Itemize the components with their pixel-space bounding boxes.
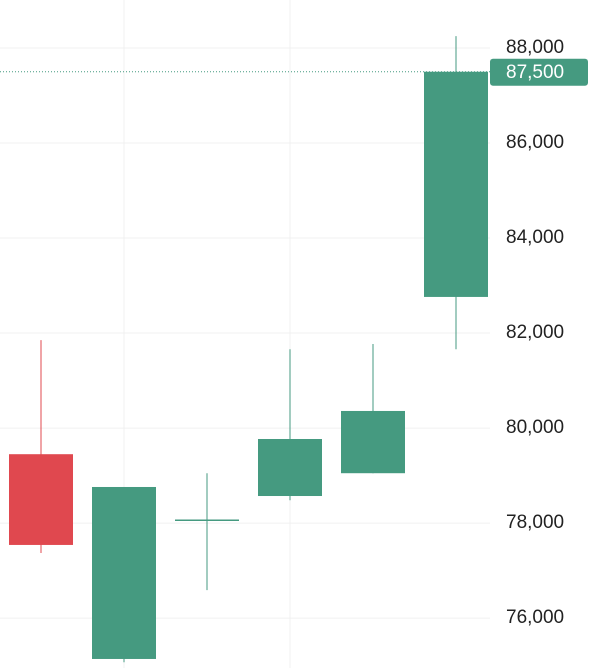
body: [92, 486, 156, 659]
y-tick-label: 88,000: [506, 37, 564, 58]
y-tick-label: 86,000: [506, 132, 564, 153]
y-tick-label: 80,000: [506, 417, 564, 438]
last-price-badge: [490, 58, 588, 86]
y-tick-label: 76,000: [506, 607, 564, 628]
body: [9, 454, 73, 545]
body: [258, 438, 322, 497]
body: [424, 71, 488, 297]
y-tick-label: 82,000: [506, 322, 564, 343]
body: [341, 410, 405, 474]
last-price-label: 87,500: [506, 62, 564, 83]
y-tick-label: 78,000: [506, 512, 564, 533]
y-tick-label: 84,000: [506, 227, 564, 248]
